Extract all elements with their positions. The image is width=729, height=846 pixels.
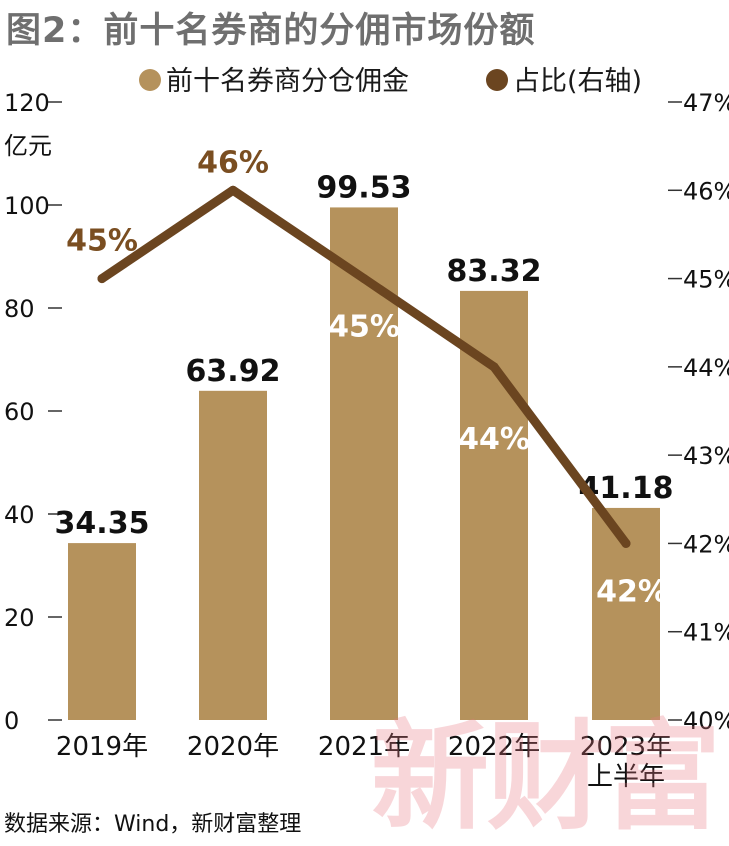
left-axis-tick-label: 80 (4, 295, 35, 323)
bar-value-label: 63.92 (186, 354, 281, 389)
right-axis-tick-label: 44% (683, 354, 729, 382)
watermark-logo: 新财富 (370, 707, 721, 846)
right-axis-tick-label: 47% (683, 89, 729, 117)
left-axis-tick-label: 120 (4, 89, 50, 117)
category-label: 2020年 (187, 732, 279, 762)
right-axis-tick-label: 46% (683, 177, 729, 205)
category-label: 2022年 (448, 732, 540, 762)
share-value-label: 42% (596, 574, 668, 609)
bar-value-label: 99.53 (317, 170, 412, 205)
share-point (228, 185, 238, 195)
bar (330, 207, 398, 720)
share-point (489, 362, 499, 372)
category-label: 2023年 (580, 732, 672, 762)
right-axis-tick-label: 43% (683, 442, 729, 470)
right-axis-tick-label: 45% (683, 266, 729, 294)
left-axis-tick-label: 20 (4, 604, 35, 632)
legend-swatch-bar (139, 69, 161, 91)
share-value-label: 44% (458, 422, 530, 457)
left-axis-tick-label: 60 (4, 398, 35, 426)
source-note: 数据来源：Wind，新财富整理 (4, 812, 302, 837)
category-label: 2019年 (56, 732, 148, 762)
legend: 前十名券商分仓佣金 占比(右轴) (139, 66, 642, 97)
right-axis-tick-label: 40% (683, 707, 729, 735)
left-axis-unit: 亿元 (4, 132, 52, 160)
share-point (97, 274, 107, 284)
bar-value-label: 34.35 (55, 506, 150, 541)
left-axis-tick-label: 0 (4, 707, 19, 735)
share-value-label: 45% (66, 224, 138, 259)
right-axis: 40% 41% 42% 43% 44% 45% 46% 47% (668, 89, 729, 735)
share-value-label: 45% (328, 310, 400, 345)
legend-label-bar: 前十名券商分仓佣金 (166, 66, 409, 97)
bar (68, 543, 136, 720)
bar (199, 390, 267, 720)
legend-label-line: 占比(右轴) (513, 66, 642, 97)
share-point (621, 538, 631, 548)
share-point (359, 274, 369, 284)
category-label: 上半年 (587, 762, 665, 792)
share-value-label: 46% (197, 145, 269, 180)
left-axis: 0 20 40 60 80 100 120 (4, 89, 62, 735)
left-axis-tick-label: 100 (4, 192, 50, 220)
right-axis-tick-label: 41% (683, 619, 729, 647)
chart-title: 图2：前十名券商的分佣市场份额 (6, 11, 536, 51)
legend-swatch-line (486, 69, 508, 91)
line-series: 45% 46% 45% 44% 42% (66, 145, 668, 609)
right-axis-tick-label: 42% (683, 530, 729, 558)
bar-value-label: 83.32 (447, 254, 542, 289)
left-axis-tick-label: 40 (4, 501, 35, 529)
category-label: 2021年 (318, 732, 410, 762)
